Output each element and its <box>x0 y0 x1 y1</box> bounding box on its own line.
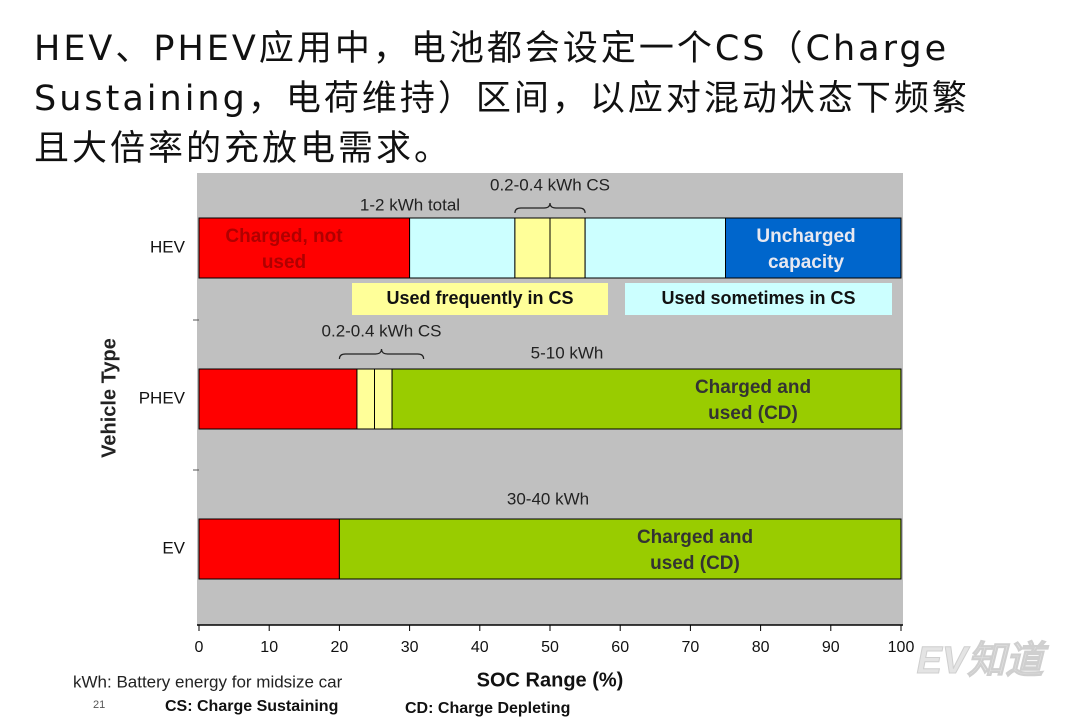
segment-label: Charged and <box>637 527 753 548</box>
x-tick-label: 90 <box>822 639 840 656</box>
annotation: 0.2-0.4 kWh CS <box>322 321 442 340</box>
heading-line: 且大倍率的充放电需求。 <box>34 129 452 169</box>
x-tick-label: 80 <box>752 639 770 656</box>
bar-segment <box>514 217 551 279</box>
segment-label: Charged and <box>695 377 811 398</box>
footnote: CS: Charge Sustaining <box>165 698 338 715</box>
bar-segment <box>198 368 358 430</box>
watermark: EV知道 <box>917 640 1050 682</box>
page-number: 21 <box>93 699 105 711</box>
x-axis-label: SOC Range (%) <box>477 669 624 691</box>
segment-label: capacity <box>768 252 844 273</box>
legend-swatch <box>625 283 892 315</box>
x-tick-label: 100 <box>888 639 915 656</box>
bar-segment <box>584 217 726 279</box>
annotation: 5-10 kWh <box>531 343 604 362</box>
bar-segment <box>374 368 393 430</box>
x-tick-label: 60 <box>611 639 629 656</box>
x-tick-label: 50 <box>541 639 559 656</box>
annotation-brace <box>514 202 586 214</box>
bar-segment <box>356 368 376 430</box>
annotation: 1-2 kWh total <box>360 195 460 214</box>
annotation-brace <box>338 348 425 360</box>
segment-label: used (CD) <box>708 403 798 424</box>
segment-label: used (CD) <box>650 553 740 574</box>
x-tick-label: 40 <box>471 639 489 656</box>
heading-line: Sustaining，电荷维持）区间，以应对混动状态下频繁 <box>34 79 970 119</box>
footnote: CD: Charge Depleting <box>405 700 570 717</box>
bar-segment <box>549 217 586 279</box>
annotation: 0.2-0.4 kWh CS <box>490 175 610 194</box>
bar-segment <box>725 217 902 279</box>
bar-segment <box>391 368 902 430</box>
legend-label: Used sometimes in CS <box>661 288 855 308</box>
x-tick-label: 0 <box>195 639 204 656</box>
legend-label: Used frequently in CS <box>386 288 573 308</box>
legend-swatch <box>352 283 608 315</box>
y-axis-label: Vehicle Type <box>98 338 120 458</box>
y-tick-label: EV <box>162 538 185 557</box>
bar-segment <box>198 217 411 279</box>
heading-line: HEV、PHEV应用中，电池都会设定一个CS（Charge <box>34 29 949 69</box>
x-tick-label: 30 <box>401 639 419 656</box>
segment-label: Charged, not <box>225 226 343 247</box>
x-tick-label: 10 <box>260 639 278 656</box>
x-tick-label: 20 <box>331 639 349 656</box>
y-tick-label: PHEV <box>139 388 186 407</box>
bar-segment <box>198 518 340 580</box>
annotation: 30-40 kWh <box>507 489 589 508</box>
y-tick-label: HEV <box>150 237 186 256</box>
x-tick-label: 70 <box>682 639 700 656</box>
segment-label: used <box>262 252 306 273</box>
bar-segment <box>338 518 902 580</box>
bar-segment <box>409 217 516 279</box>
segment-label: Uncharged <box>756 226 855 247</box>
footnote: kWh: Battery energy for midsize car <box>73 672 343 691</box>
